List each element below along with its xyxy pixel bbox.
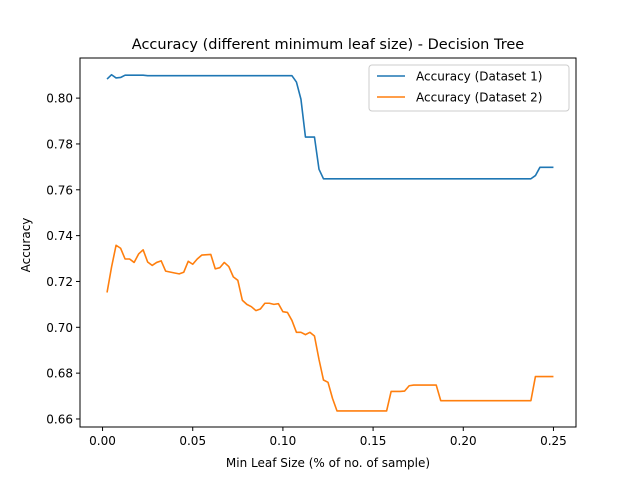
legend-label: Accuracy (Dataset 2) <box>416 91 542 105</box>
y-axis: 0.66 0.68 0.70 0.72 0.74 0.76 0.78 0.80 <box>46 92 80 426</box>
y-tick-label: 0.70 <box>46 321 73 335</box>
y-tick-label: 0.80 <box>46 92 73 106</box>
legend-box <box>368 64 570 112</box>
y-tick-label: 0.76 <box>46 183 73 197</box>
series-line-dataset-2 <box>106 244 554 412</box>
y-tick-label: 0.74 <box>46 229 73 243</box>
series-layer <box>106 73 554 412</box>
y-tick-label: 0.68 <box>46 367 73 381</box>
x-axis-title: Min Leaf Size (% of no. of sample) <box>226 456 430 470</box>
x-tick-label: 0.20 <box>450 434 477 448</box>
x-tick-label: 0.25 <box>540 434 567 448</box>
x-tick-label: 0.00 <box>89 434 116 448</box>
y-tick-label: 0.72 <box>46 275 73 289</box>
y-tick-label: 0.78 <box>46 137 73 151</box>
x-tick-label: 0.10 <box>270 434 297 448</box>
plot-frame <box>79 57 577 428</box>
chart-title: Accuracy (different minimum leaf size) -… <box>132 37 524 53</box>
x-tick-label: 0.15 <box>360 434 387 448</box>
legend: Accuracy (Dataset 1) Accuracy (Dataset 2) <box>368 64 570 112</box>
x-axis: 0.00 0.05 0.10 0.15 0.20 0.25 <box>89 427 567 448</box>
y-tick-label: 0.66 <box>46 412 73 426</box>
series-line-dataset-1 <box>106 73 554 180</box>
legend-label: Accuracy (Dataset 1) <box>416 70 542 84</box>
y-axis-title: Accuracy <box>19 218 33 273</box>
x-tick-label: 0.05 <box>179 434 206 448</box>
